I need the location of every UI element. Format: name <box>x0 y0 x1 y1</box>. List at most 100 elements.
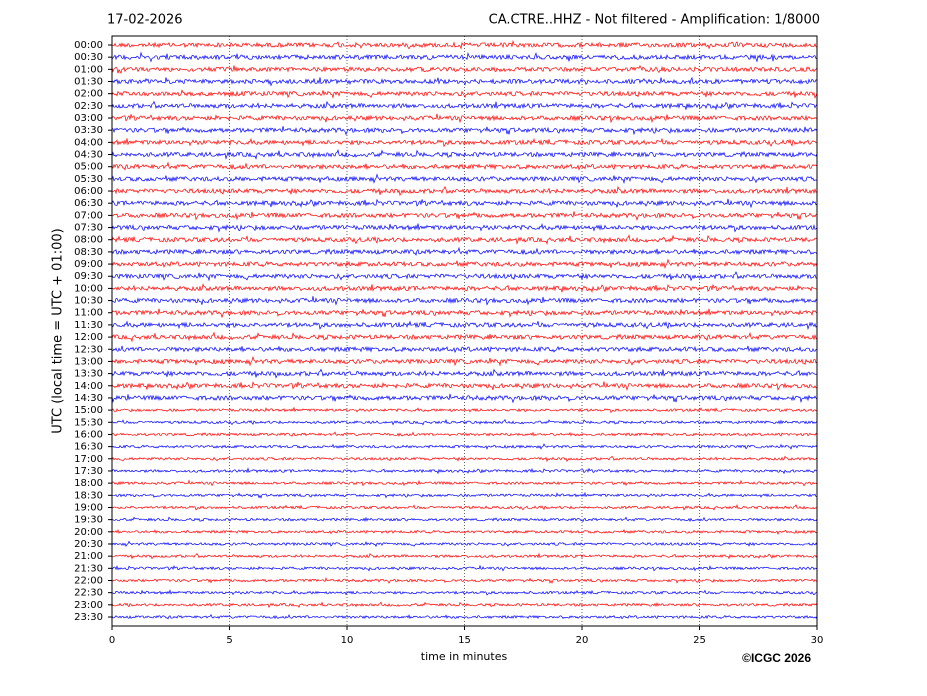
trace <box>111 39 818 50</box>
y-tick-label: 21:00 <box>74 551 103 562</box>
trace <box>111 198 818 209</box>
y-tick-label: 08:00 <box>74 235 103 246</box>
y-tick-label: 23:30 <box>74 612 103 623</box>
trace <box>111 577 818 584</box>
y-tick-label: 05:30 <box>74 174 103 185</box>
y-tick-label: 04:30 <box>74 150 103 161</box>
y-tick-label: 06:00 <box>74 186 103 197</box>
trace <box>111 76 818 87</box>
y-tick-label: 18:30 <box>74 490 103 501</box>
trace <box>111 234 818 246</box>
y-tick-label: 12:30 <box>74 344 103 355</box>
y-tick-label: 13:00 <box>74 356 103 367</box>
credit: ©ICGC 2026 <box>742 651 811 665</box>
y-tick-label: 14:30 <box>74 393 103 404</box>
y-tick-label: 19:30 <box>74 515 103 526</box>
x-tick-label: 30 <box>811 635 824 646</box>
trace <box>111 173 818 185</box>
y-axis-label: UTC (local time = UTC + 01:00) <box>51 228 66 433</box>
trace <box>111 308 818 319</box>
x-tick-label: 15 <box>458 635 471 646</box>
y-tick-label: 07:00 <box>74 210 103 221</box>
y-tick-label: 09:30 <box>74 271 103 282</box>
trace <box>111 418 818 426</box>
y-tick-label: 12:00 <box>74 332 103 343</box>
trace <box>111 455 818 463</box>
y-tick-label: 17:30 <box>74 466 103 477</box>
y-tick-label: 22:00 <box>74 575 103 586</box>
y-tick-label: 10:30 <box>74 296 103 307</box>
trace <box>111 222 818 233</box>
trace <box>111 331 818 343</box>
y-tick-label: 11:00 <box>74 308 103 319</box>
trace <box>111 246 818 256</box>
trace <box>111 467 818 475</box>
trace <box>111 185 818 197</box>
trace <box>111 491 818 499</box>
y-tick-label: 20:00 <box>74 527 103 538</box>
y-tick-label: 03:00 <box>74 113 103 124</box>
y-tick-label: 01:00 <box>74 64 103 75</box>
trace <box>111 355 818 367</box>
y-tick-label: 15:00 <box>74 405 103 416</box>
trace <box>111 516 818 523</box>
trace <box>111 552 818 560</box>
y-tick-label: 05:00 <box>74 162 103 173</box>
y-tick-label: 13:30 <box>74 369 103 380</box>
trace <box>111 504 818 511</box>
trace <box>111 113 818 124</box>
trace <box>111 137 818 148</box>
x-tick-label: 10 <box>341 635 354 646</box>
trace <box>111 589 818 596</box>
x-tick-label: 25 <box>693 635 706 646</box>
y-tick-label: 14:00 <box>74 381 103 392</box>
y-tick-label: 00:00 <box>74 40 103 51</box>
trace <box>111 406 818 414</box>
trace <box>111 368 818 379</box>
traces <box>111 36 818 626</box>
y-tick-label: 20:30 <box>74 539 103 550</box>
trace <box>111 443 818 450</box>
trace <box>111 161 818 171</box>
y-tick-label: 11:30 <box>74 320 103 331</box>
trace <box>111 528 818 536</box>
trace <box>111 283 818 294</box>
trace <box>111 148 818 160</box>
x-tick-label: 5 <box>226 635 232 646</box>
trace <box>111 601 818 609</box>
x-tick-label: 0 <box>109 635 115 646</box>
y-tick-label: 01:30 <box>74 77 103 88</box>
x-tick-label: 20 <box>576 635 589 646</box>
trace <box>111 381 818 391</box>
trace <box>111 540 818 548</box>
y-tick-label: 19:00 <box>74 502 103 513</box>
y-tick-label: 03:30 <box>74 125 103 136</box>
trace <box>111 51 818 63</box>
trace <box>111 564 818 572</box>
y-tick-label: 23:00 <box>74 600 103 611</box>
trace <box>111 296 818 306</box>
trace <box>111 258 818 270</box>
y-tick-label: 16:00 <box>74 429 103 440</box>
trace <box>111 89 818 99</box>
trace <box>111 100 818 111</box>
trace <box>111 64 818 75</box>
y-tick-label: 04:00 <box>74 137 103 148</box>
y-tick-label: 02:30 <box>74 101 103 112</box>
trace <box>111 211 818 221</box>
trace <box>111 613 818 620</box>
y-tick-label: 07:30 <box>74 223 103 234</box>
chart-title: CA.CTRE..HHZ - Not filtered - Amplificat… <box>489 13 820 28</box>
y-tick-label: 10:00 <box>74 283 103 294</box>
y-tick-label: 08:30 <box>74 247 103 258</box>
y-tick-label: 00:30 <box>74 52 103 63</box>
y-tick-label: 18:00 <box>74 478 103 489</box>
y-tick-label: 06:30 <box>74 198 103 209</box>
y-tick-label: 09:00 <box>74 259 103 270</box>
trace <box>111 126 818 136</box>
y-tick-label: 22:30 <box>74 588 103 599</box>
x-axis-label: time in minutes <box>421 650 508 663</box>
trace <box>111 345 818 354</box>
trace <box>111 393 818 404</box>
